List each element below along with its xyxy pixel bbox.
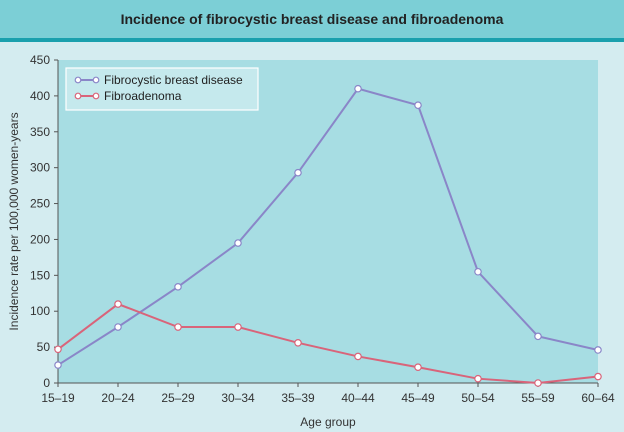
legend-marker (74, 76, 82, 84)
x-tick-label: 50–54 (461, 391, 495, 405)
legend-marker (74, 92, 82, 100)
data-point (354, 352, 362, 361)
x-tick-label: 20–24 (101, 391, 135, 405)
legend-marker (92, 76, 100, 84)
x-tick-label: 40–44 (341, 391, 375, 405)
legend-box (65, 67, 259, 111)
x-tick-label: 45–49 (401, 391, 435, 405)
data-point (414, 101, 422, 110)
data-point (114, 300, 122, 308)
y-tick-label: 200 (30, 232, 50, 246)
y-tick-label: 450 (30, 53, 50, 67)
data-point (594, 372, 602, 381)
data-point (114, 323, 122, 331)
data-point (234, 239, 242, 247)
y-tick-label: 150 (30, 268, 50, 282)
data-point (54, 361, 62, 369)
y-tick-label: 400 (30, 89, 50, 103)
data-point (594, 346, 602, 354)
chart-title: Incidence of fibrocystic breast disease … (120, 11, 504, 27)
data-point (474, 374, 482, 383)
x-axis-label: Age group (300, 415, 356, 429)
data-point (294, 339, 302, 347)
x-tick-label: 35–39 (281, 391, 315, 405)
data-point (474, 267, 482, 276)
y-tick-label: 300 (30, 161, 50, 175)
data-point (414, 363, 422, 372)
y-axis-label: Incidence rate per 100,000 women-years (7, 112, 21, 330)
legend-label: Fibrocystic breast disease (104, 73, 243, 87)
data-point (54, 345, 62, 354)
data-point (174, 323, 182, 331)
data-point (174, 283, 182, 291)
data-point (234, 323, 242, 331)
x-tick-label: 15–19 (41, 391, 75, 405)
y-tick-label: 0 (43, 376, 50, 390)
y-tick-label: 100 (30, 304, 50, 318)
header-rule (0, 38, 624, 42)
series-line-1 (57, 302, 599, 385)
data-point (294, 168, 302, 177)
x-tick-label: 60–64 (581, 391, 615, 405)
legend-marker (92, 92, 100, 100)
x-tick-label: 55–59 (521, 391, 555, 405)
data-point (534, 379, 542, 387)
y-tick-label: 250 (30, 197, 50, 211)
plot-area (58, 60, 598, 383)
data-point (354, 84, 362, 93)
series-line-0 (57, 87, 599, 366)
chart-header: Incidence of fibrocystic breast disease … (0, 0, 624, 38)
legend-label: Fibroadenoma (104, 89, 182, 103)
x-tick-label: 30–34 (221, 391, 255, 405)
x-tick-label: 25–29 (161, 391, 195, 405)
y-tick-label: 350 (30, 125, 50, 139)
data-point (534, 332, 542, 341)
y-tick-label: 50 (37, 340, 51, 354)
